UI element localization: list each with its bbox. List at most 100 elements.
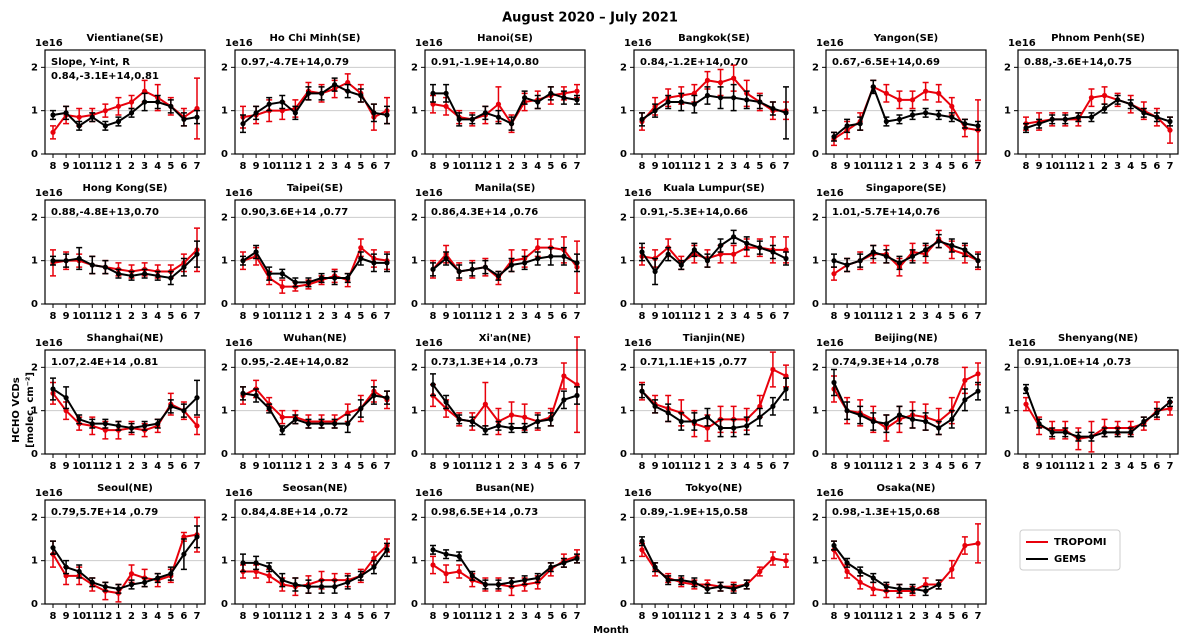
data-point [883,421,889,427]
data-point [240,390,246,396]
data-point [240,121,246,127]
data-point [704,586,711,592]
x-tick-label: 6 [560,161,567,172]
data-point [332,421,338,427]
panel-title: Singapore(SE) [866,183,947,194]
x-tick-label: 8 [831,311,838,322]
x-tick-label: 3 [521,311,528,322]
x-tick-label: 1 [495,161,502,172]
data-point [456,268,462,275]
data-point [279,577,285,583]
plot-frame [825,349,987,455]
data-point [102,427,108,433]
y-tick-label: 1 [1004,106,1011,117]
data-point [717,425,724,431]
data-point [962,542,968,549]
data-point [678,418,684,425]
data-point [495,114,502,120]
y-tick-label: 0 [1004,149,1011,160]
series [50,240,200,286]
x-tick-label: 5 [948,611,955,622]
data-point [305,421,312,427]
panel-title: Shanghai(NE) [87,333,164,344]
y-tick-label: 0 [31,149,38,160]
x-tick-label: 11 [275,611,289,622]
x-tick-label: 4 [935,461,942,472]
data-point [1141,418,1147,425]
data-point [115,103,122,109]
data-point [253,392,259,399]
x-tick-label: 4 [154,461,161,472]
x-tick-label: 6 [180,461,187,472]
data-point [923,110,929,116]
x-tick-label: 5 [357,311,364,322]
y-tick-label: 1 [221,106,228,117]
y-tick-label: 0 [221,149,228,160]
x-tick-label: 9 [253,161,260,172]
data-point [923,588,929,594]
y-tick-label: 0 [812,599,819,610]
x-tick-label: 1 [704,611,711,622]
data-point [744,423,750,429]
data-point [665,99,671,105]
data-point [253,568,259,575]
data-point [430,562,436,568]
x-tick-label: 5 [756,311,763,322]
x-tick-label: 7 [384,161,391,172]
data-point [1101,429,1108,435]
data-point [76,123,82,129]
data-point [975,258,981,264]
axis-offset: 1e16 [816,338,844,349]
data-point [548,416,554,422]
data-point [574,555,580,562]
series [50,92,200,131]
x-tick-label: 2 [318,311,325,322]
y-tick-label: 1 [620,106,627,117]
panel-title: Hanoi(SE) [477,33,533,44]
x-tick-label: 2 [1101,461,1108,472]
x-tick-label: 7 [975,461,982,472]
y-tick-label: 1 [31,406,38,417]
data-point [63,408,69,414]
x-tick-label: 6 [961,161,968,172]
data-point [128,571,135,577]
plot-frame [633,349,795,455]
x-tick-label: 2 [717,611,724,622]
series-line [432,384,578,432]
axis-offset: 1e16 [624,338,652,349]
y-axis-label: [molec. cm⁻²] [25,372,36,448]
y-tick-label: 1 [411,256,418,267]
x-tick-label: 6 [560,311,567,322]
data-point [1049,116,1055,122]
plot-frame [44,499,206,605]
y-tick-label: 0 [221,599,228,610]
data-point [949,242,955,249]
data-point [870,418,876,425]
data-point [292,279,298,285]
data-point [50,258,56,264]
data-point [731,234,737,240]
data-point [155,99,161,105]
axis-offset: 1e16 [415,488,443,499]
y-tick-label: 1 [31,556,38,567]
data-point [770,249,776,255]
series [831,79,981,142]
x-tick-label: 10 [452,311,466,322]
data-point [535,575,541,581]
x-tick-label: 7 [384,311,391,322]
y-tick-label: 0 [411,449,418,460]
x-tick-label: 3 [331,311,338,322]
x-axis-label: Month [593,625,629,636]
data-point [535,255,541,262]
x-tick-label: 12 [478,311,492,322]
x-tick-label: 12 [1071,461,1085,472]
data-point [962,247,968,253]
plot-frame [424,349,586,455]
x-tick-label: 2 [1101,161,1108,172]
data-point [89,421,95,427]
data-point [194,251,200,257]
axis-offset: 1e16 [225,488,253,499]
x-tick-label: 6 [961,461,968,472]
x-tick-label: 3 [730,611,737,622]
series [50,377,200,434]
